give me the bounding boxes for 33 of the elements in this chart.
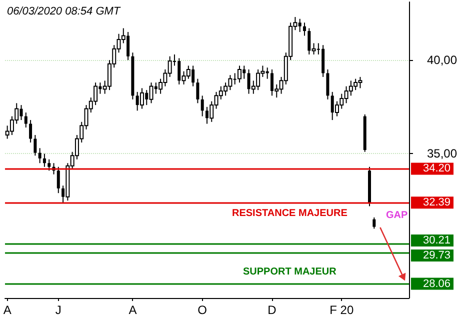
candlestick <box>24 112 28 128</box>
candlestick <box>302 22 306 36</box>
candlestick <box>149 82 154 104</box>
x-tick-label: J <box>55 303 62 317</box>
candlestick <box>56 166 60 194</box>
x-tick-label: O <box>198 303 208 317</box>
x-tick-label: D <box>268 303 277 317</box>
candlestick <box>326 68 330 100</box>
x-tick-label: F 20 <box>330 303 354 317</box>
candlestick <box>237 65 242 84</box>
x-tick-label: A <box>128 303 137 317</box>
annotation: RESISTANCE MAJEURE <box>232 208 348 220</box>
y-tick-label: 35,00 <box>426 146 458 161</box>
candlestick <box>34 134 37 156</box>
candlestick <box>196 78 200 104</box>
candlestick <box>42 153 46 168</box>
text: GAP <box>386 210 408 222</box>
chart-title: 06/03/2020 08:54 GMT <box>7 6 122 18</box>
candlestick <box>186 65 190 80</box>
candlestick <box>48 158 51 172</box>
ref-line-label: 28.06 <box>422 278 450 290</box>
candlestick <box>140 88 144 110</box>
ref-line-label: 30.21 <box>422 234 450 246</box>
ref-line-label: 32.39 <box>422 196 450 209</box>
x-tick-label: A <box>3 303 12 317</box>
ref-line-label: 34.20 <box>422 162 450 175</box>
candlestick <box>372 216 376 230</box>
candlestick <box>38 148 42 164</box>
ref-line-label: 29.73 <box>422 249 450 262</box>
candlestick <box>29 120 32 144</box>
annotation: SUPPORT MAJEUR <box>243 266 338 278</box>
candlestick <box>200 95 204 117</box>
y-tick-label: 40,00 <box>426 53 458 68</box>
